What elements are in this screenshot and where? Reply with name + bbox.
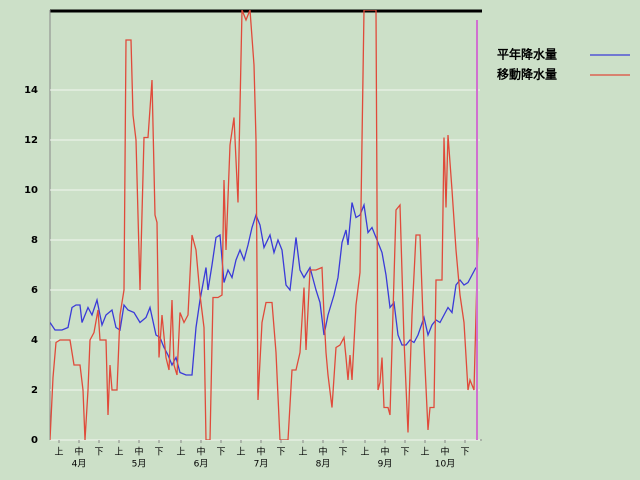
x-tick-label: 上	[360, 447, 369, 458]
x-tick-label: 上	[236, 447, 245, 458]
x-tick-label: 上	[54, 447, 63, 458]
x-tick-label: 中	[256, 446, 265, 458]
y-tick-label: 4	[31, 335, 38, 346]
x-tick-label: 上	[114, 447, 123, 458]
series-line	[50, 10, 479, 440]
month-label: 4月	[72, 459, 87, 470]
x-tick-label: 下	[400, 448, 409, 458]
month-label: 5月	[132, 459, 147, 470]
x-tick-label: 下	[460, 448, 469, 458]
x-tick-label: 中	[74, 446, 83, 458]
x-tick-label: 上	[420, 447, 429, 458]
month-label: 6月	[194, 459, 209, 470]
x-tick-label: 中	[318, 446, 327, 458]
y-tick-label: 10	[24, 185, 38, 196]
x-tick-label: 上	[176, 447, 185, 458]
y-tick-label: 12	[24, 135, 38, 146]
axis-labels: 02468101214上中下上中下上中下上中下上中下上中下上中下4月 5月 6月 7月…	[24, 85, 469, 470]
x-tick-label: 下	[338, 448, 347, 458]
x-tick-label: 下	[94, 448, 103, 458]
x-tick-label: 下	[154, 448, 163, 458]
month-label: 10月	[435, 459, 455, 470]
x-tick-label: 中	[134, 446, 143, 458]
plot-area	[50, 10, 479, 440]
month-label: 7月	[254, 459, 269, 470]
month-label: 8月	[316, 459, 331, 470]
x-tick-label: 中	[196, 446, 205, 458]
y-tick-label: 6	[31, 285, 38, 296]
y-tick-label: 0	[31, 435, 38, 446]
x-tick-label: 中	[380, 446, 389, 458]
x-tick-label: 下	[216, 448, 225, 458]
x-tick-label: 中	[440, 446, 449, 458]
series-line	[50, 202, 477, 376]
legend-label: 移動降水量	[497, 67, 557, 82]
x-tick-label: 上	[298, 447, 307, 458]
y-tick-label: 2	[31, 385, 38, 396]
y-tick-label: 14	[24, 85, 38, 96]
legend-label: 平年降水量	[497, 47, 557, 62]
y-tick-label: 8	[31, 235, 38, 246]
month-label: 9月	[378, 459, 393, 470]
x-tick-label: 下	[276, 448, 285, 458]
grid	[50, 89, 480, 443]
